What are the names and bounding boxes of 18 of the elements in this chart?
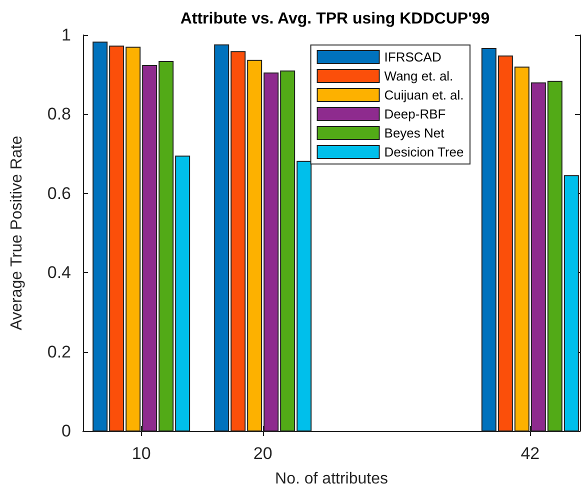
legend-label: IFRSCAD xyxy=(384,50,442,64)
legend-label: Cuijuan et. al. xyxy=(384,88,464,102)
legend-label: Wang et. al. xyxy=(384,68,454,84)
y-tick-label: 0.8 xyxy=(47,104,71,124)
y-axis-title: Average True Positive Rate xyxy=(8,136,26,330)
legend-label: Desicion Tree xyxy=(384,144,464,160)
x-axis-title: No. of attributes xyxy=(275,470,388,488)
y-tick-label: 0.4 xyxy=(47,263,71,282)
x-tick-label: 10 xyxy=(132,444,151,463)
legend-label: Beyes Net xyxy=(384,126,445,140)
y-tick-label: 0.6 xyxy=(47,184,71,203)
x-tick-label: 20 xyxy=(253,444,272,463)
y-tick-label: 0.2 xyxy=(47,342,71,362)
y-tick-label: 0 xyxy=(62,422,71,440)
legend-label: Deep-RBF xyxy=(384,106,446,122)
x-tick-label: 42 xyxy=(520,444,540,463)
chart-title: Attribute vs. Avg. TPR using KDDCUP'99 xyxy=(180,10,490,28)
y-tick-label: 1 xyxy=(62,26,71,44)
